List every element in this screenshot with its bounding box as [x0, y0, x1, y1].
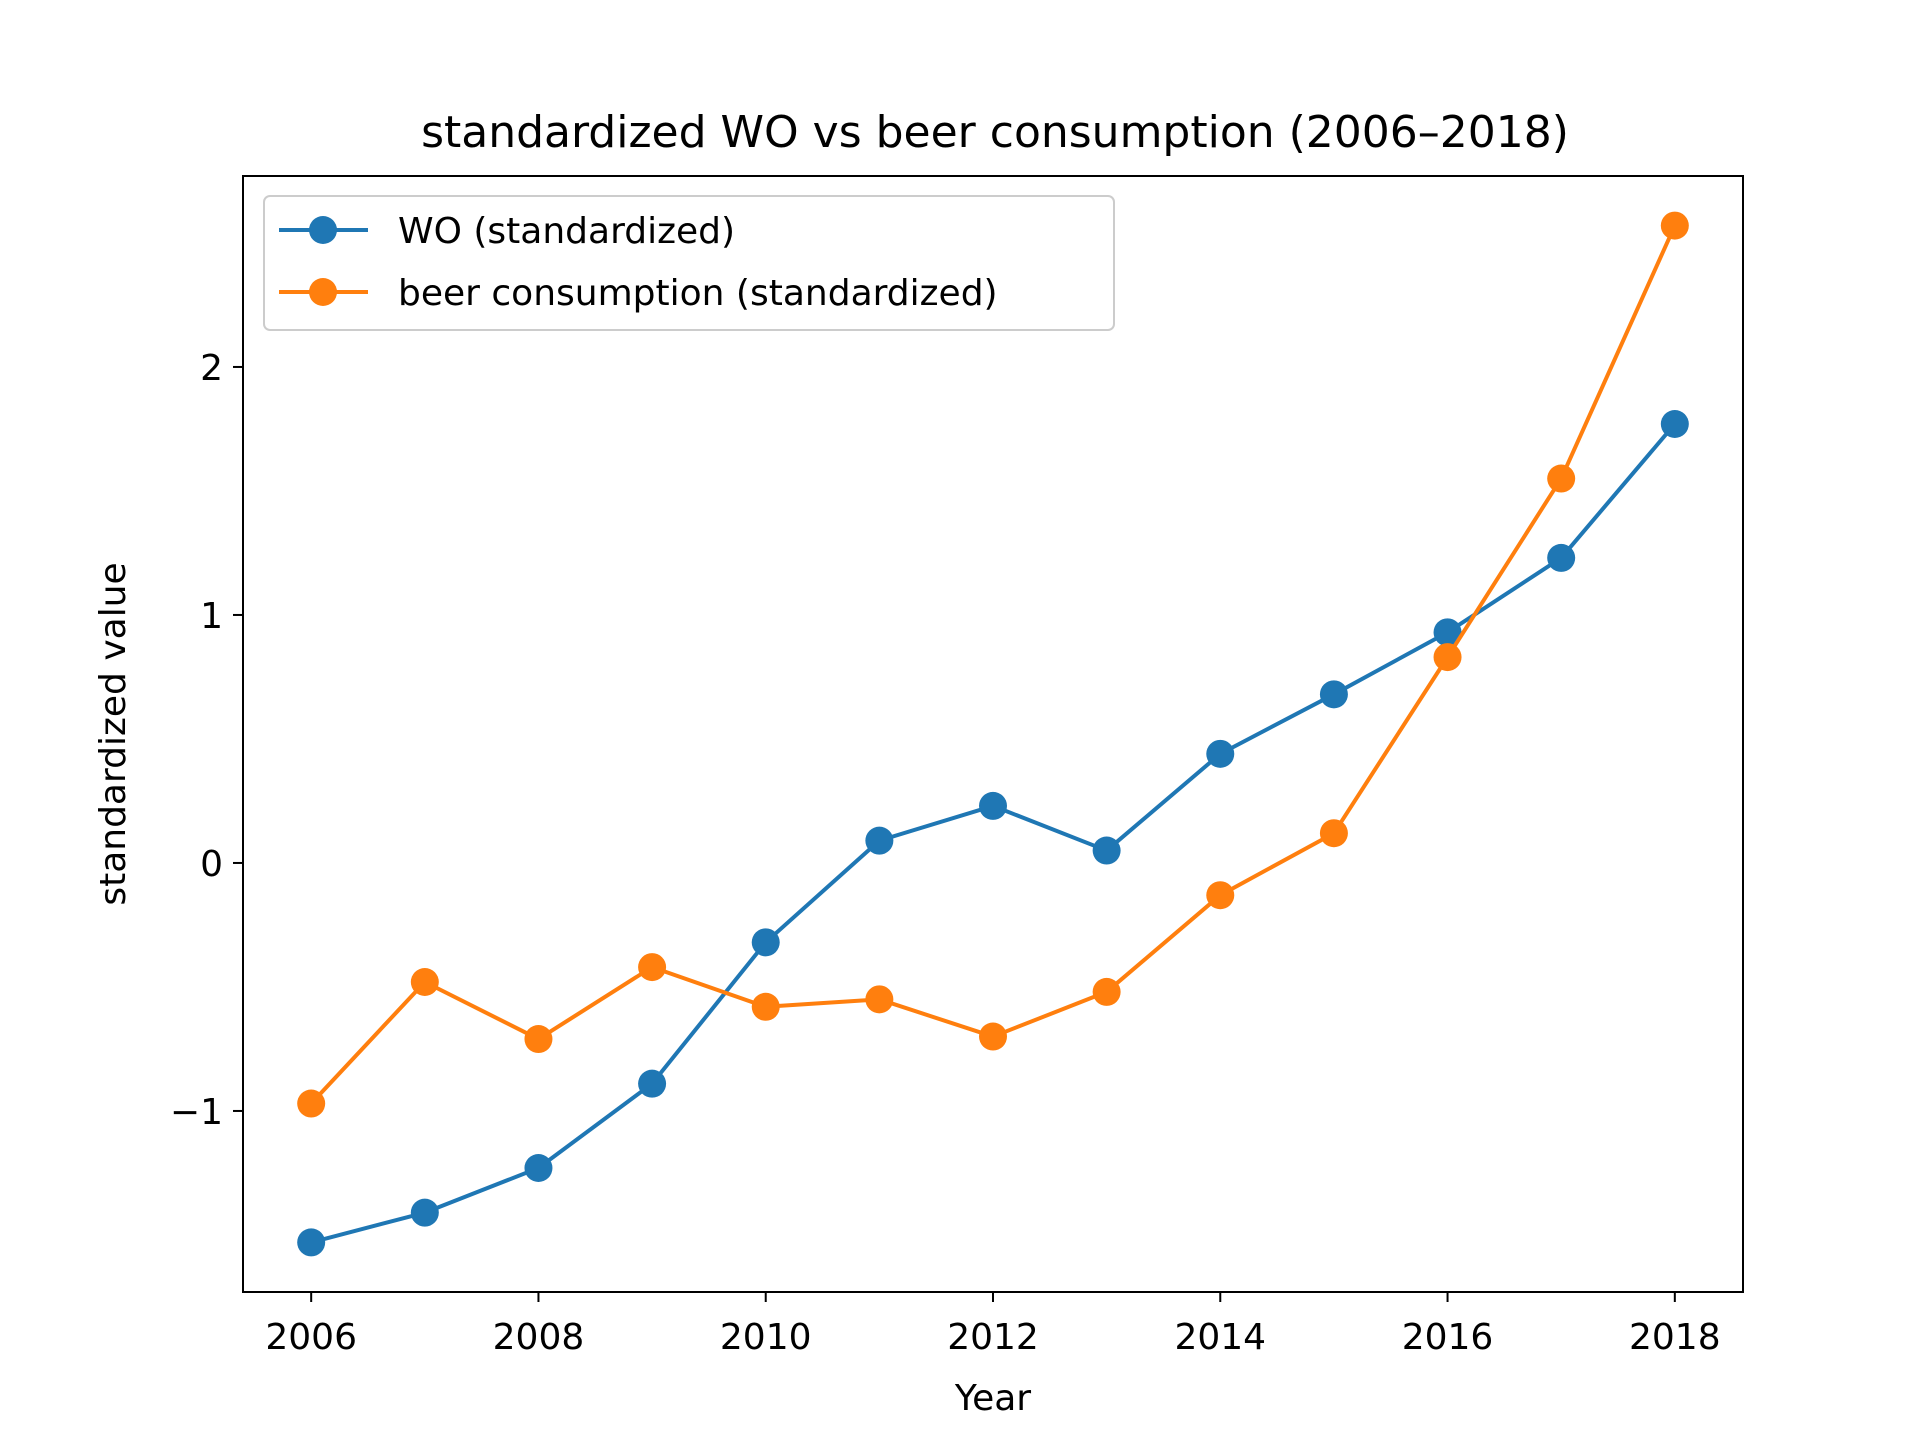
data-point: [865, 826, 894, 855]
legend-marker-beer: [309, 278, 337, 306]
legend-box: [263, 195, 1115, 331]
y-tick-label: 1: [200, 596, 223, 637]
data-point: [410, 968, 439, 996]
x-tick-label: 2010: [720, 1317, 812, 1358]
x-tick-label: 2014: [1174, 1317, 1266, 1358]
data-point: [297, 1089, 326, 1118]
y-tick-label: 0: [200, 844, 223, 885]
data-point: [1206, 881, 1235, 910]
data-point: [979, 791, 1007, 820]
x-tick-label: 2018: [1629, 1317, 1721, 1358]
y-tick-label: 2: [200, 348, 223, 389]
y-axis-ticks: −1 0 1 2: [170, 348, 243, 1133]
data-point: [1319, 680, 1348, 709]
data-point: [638, 1069, 667, 1098]
data-point: [524, 1154, 553, 1182]
x-tick-label: 2012: [947, 1317, 1039, 1358]
data-point: [1547, 543, 1576, 572]
y-axis-label: standardized value: [93, 562, 134, 905]
legend-entry-beer: beer consumption (standardized): [279, 273, 998, 314]
legend-label-beer: beer consumption (standardized): [398, 273, 998, 314]
x-tick-label: 2008: [493, 1317, 585, 1358]
data-point: [979, 1022, 1007, 1051]
x-tick-label: 2006: [265, 1317, 357, 1358]
data-point: [865, 985, 894, 1014]
data-point: [751, 928, 780, 957]
data-point: [1433, 618, 1462, 647]
data-point: [1092, 836, 1121, 865]
legend-entry-wo: WO (standardized): [279, 211, 735, 252]
data-point: [1206, 739, 1235, 768]
series-beer: [297, 211, 1689, 1118]
data-point: [524, 1025, 553, 1054]
data-point: [1547, 464, 1576, 493]
data-point: [1660, 211, 1689, 240]
series-layer: [297, 211, 1689, 1257]
data-point: [1092, 977, 1121, 1006]
data-point: [297, 1228, 326, 1257]
data-point: [410, 1198, 439, 1227]
data-point: [751, 992, 780, 1021]
legend: WO (standardized) beer consumption (stan…: [263, 195, 1115, 331]
legend-label-wo: WO (standardized): [398, 211, 735, 252]
plot-area: [243, 176, 1743, 1292]
legend-marker-wo: [309, 216, 337, 244]
chart-title: standardized WO vs beer consumption (200…: [421, 107, 1569, 158]
x-axis-ticks: 2006 2008 2010 2012 2014 2016 2018: [265, 1292, 1721, 1358]
data-point: [638, 953, 667, 982]
data-point: [1319, 819, 1348, 848]
data-point: [1433, 643, 1462, 672]
plot-frame: [242, 175, 1744, 1293]
series-wo: [297, 410, 1689, 1257]
y-tick-label: −1: [170, 1092, 223, 1133]
x-axis-label: Year: [954, 1378, 1031, 1419]
data-point: [1660, 410, 1689, 438]
x-tick-label: 2016: [1402, 1317, 1494, 1358]
